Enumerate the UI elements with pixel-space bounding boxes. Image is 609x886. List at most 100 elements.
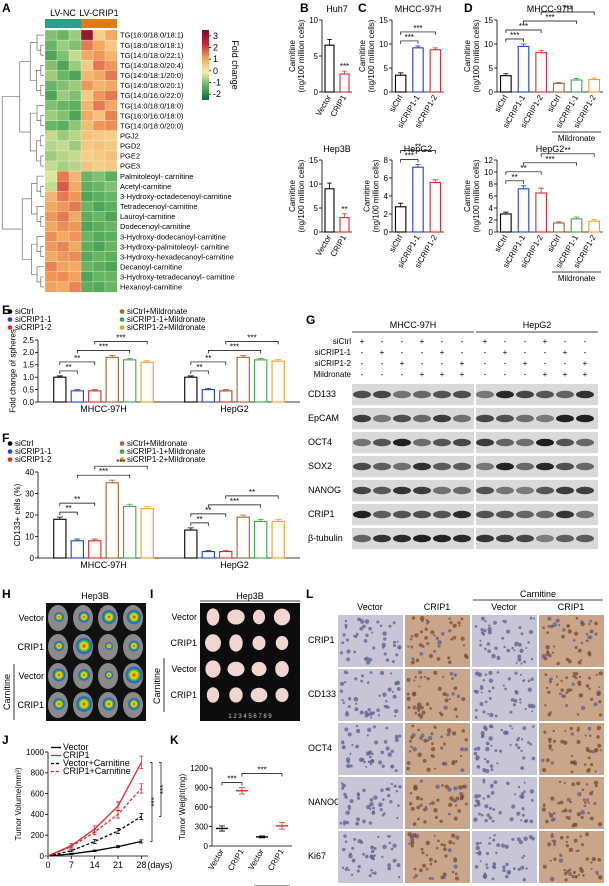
ihc-nucleus [485,769,490,774]
ihc-nucleus [479,639,482,642]
y-tick-label: 200 [31,831,45,840]
ihc-nucleus [353,634,356,637]
sig-label: *** [405,33,414,42]
heatmap-cell [104,150,118,162]
heatmap-cell [92,60,106,71]
heatmap-cell [68,150,82,162]
ihc-nucleus [589,762,594,767]
ihc-nucleus [589,791,593,796]
ihc-nucleus [368,626,372,631]
ihc-nucleus [341,866,345,870]
sig-bracket [190,361,227,365]
ihc-nucleus [549,677,553,681]
blot-band [373,462,391,471]
ihc-nucleus [351,743,354,747]
ihc-nucleus [572,671,576,675]
dendrogram [1,96,23,230]
ihc-nucleus [553,857,557,861]
row-label: 3-Hydroxy-hexadecanoyl-carnitine [120,252,234,261]
ihc-nucleus [579,835,582,838]
ihc-nucleus [367,760,371,764]
ihc-nucleus [507,677,511,681]
ihc-nucleus [379,624,383,628]
ihc-nucleus [343,823,346,826]
chart-title: Huh7 [326,4,348,14]
ihc-nucleus [440,735,444,739]
ihc-nucleus [363,657,368,661]
ihc-nucleus [434,859,438,863]
ihc-nucleus [385,787,389,791]
ihc-nucleus [487,712,490,715]
ihc-nucleus [524,819,529,823]
ihc-nucleus [482,633,486,636]
heatmap-cell [104,281,118,293]
blot-band [476,438,494,447]
y-tick-label: 10 [309,180,318,189]
imaging-row-label: CRIP1 [17,642,44,652]
ihc-nucleus [429,862,433,866]
y-axis-label: CD133+ cells (%) [13,483,22,546]
ihc-nucleus [576,811,582,817]
ihc-nucleus [442,692,447,697]
heatmap-cell [104,100,118,111]
ihc-nucleus [373,854,376,857]
ihc-nucleus [476,802,481,807]
ihc-nucleus [347,804,352,809]
tumor [227,609,245,625]
blot-band [576,510,594,519]
ihc-nucleus [392,621,396,625]
ihc-nucleus [593,702,598,707]
error-bar [538,49,544,53]
ihc-nucleus [362,624,366,629]
blot-band [393,414,411,423]
group-label: Mildronate [558,134,596,143]
heatmap-cell [44,39,58,51]
heatmap-cell [80,201,94,212]
ihc-nucleus [398,647,401,650]
ihc-nucleus [509,724,512,728]
ihc-nucleus [411,724,415,728]
legend-label: siCRIP1-2+Mildronate [127,323,206,332]
panel-label: K [170,733,179,747]
blot-band [536,534,554,543]
treatment-sign: - [524,370,527,379]
heatmap-cell [56,110,70,122]
ihc-nucleus [423,675,427,679]
luminescence [128,640,140,652]
ihc-nucleus [386,835,389,838]
ihc-nucleus [496,656,501,661]
ihc-nucleus [388,841,392,845]
ihc-nucleus [492,865,497,870]
x-tick-label: 0 [45,860,50,870]
x-tick-label: CRIP1 [329,93,349,118]
ihc-nucleus [597,822,603,827]
ihc-nucleus [587,726,592,731]
ihc-nucleus [506,648,511,653]
ihc-nucleus [346,759,350,764]
ihc-nucleus [442,843,447,847]
sig-bracket [540,153,595,157]
ihc-nucleus [413,786,418,791]
ihc-nucleus [531,756,536,761]
ihc-nucleus [369,671,373,674]
row-label: TG(18:0/18:0/18:1) [120,41,184,50]
ihc-nucleus [511,804,516,809]
ihc-nucleus [585,783,589,786]
ihc-nucleus [449,796,454,801]
error-bar [556,221,562,223]
treatment-sign: + [380,348,385,357]
ihc-nucleus [383,740,388,744]
ihc-nucleus [562,628,566,632]
ihc-nucleus [489,783,494,788]
sig-label: *** [99,342,108,351]
series-line [47,815,142,857]
y-tick-label: 10 [484,168,493,177]
ihc-nucleus [381,855,384,859]
blot-band [393,486,411,495]
ihc-nucleus [482,781,486,784]
ihc-nucleus [394,738,399,743]
ihc-nucleus [595,673,598,676]
heatmap-cell [68,90,82,101]
chart-title: Hep3B [323,144,351,154]
ihc-nucleus [397,875,401,879]
